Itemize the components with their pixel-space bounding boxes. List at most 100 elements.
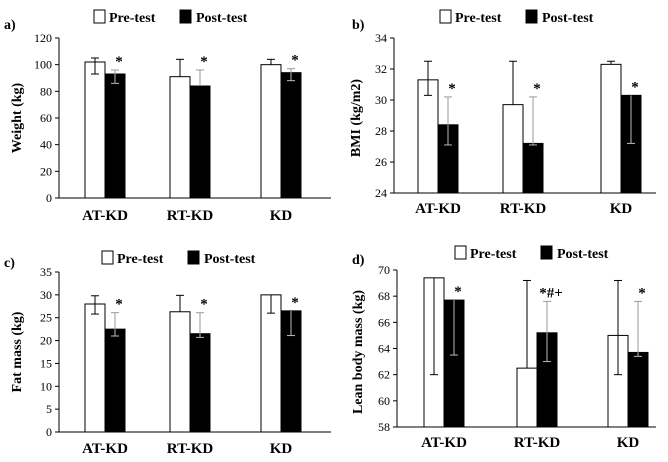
- panel-3-y-tick-label: 15: [40, 356, 52, 370]
- panel-1-label: a): [4, 18, 16, 33]
- panel-4-y-axis-title: Lean body mass (kg): [351, 290, 366, 414]
- panel-1-y-axis-title: Weight (kg): [10, 82, 25, 153]
- panel-1: a) Weight (kg) 0 20 40 60 80 100 120 * * * AT-KD RT-K…: [4, 9, 331, 224]
- panel-1-category-label: AT-KD: [82, 208, 128, 224]
- panel-3-bar-post-test-rt-kd: [189, 333, 211, 433]
- panel-2-category-label: KD: [610, 201, 633, 217]
- panel-3-y-axis-title: Fat mass (kg): [10, 311, 25, 392]
- panel-2-category-label: AT-KD: [415, 201, 461, 217]
- panel-1-bar-post-test-rt-kd: [189, 85, 211, 199]
- panel-1-category-label: KD: [270, 208, 293, 224]
- panel-4-label: d): [352, 253, 365, 268]
- panel-3-label: c): [4, 256, 15, 271]
- legend-swatch-pre-test: [101, 250, 114, 265]
- panel-2-label: b): [352, 18, 365, 33]
- legend-label-post-test: Post-test: [196, 11, 248, 26]
- panel-1-bar-post-test-kd: [280, 72, 302, 199]
- panel-3-significance-marker: *: [200, 297, 208, 313]
- panel-4-category-label: KD: [617, 435, 640, 451]
- panel-1-y-tick-label: 0: [46, 191, 52, 205]
- panel-2-y-tick-label: 24: [375, 186, 387, 200]
- panel-4-significance-marker: *: [454, 284, 462, 300]
- panel-2-significance-marker: *: [631, 79, 639, 95]
- panel-3-y-tick-label: 10: [40, 379, 52, 393]
- panel-4-bar-pre-test-rt-kd: [516, 367, 538, 428]
- panel-1-y-tick-label: 60: [40, 111, 52, 125]
- panel-2-y-tick-label: 28: [375, 124, 387, 138]
- panel-1-significance-marker: *: [200, 54, 208, 70]
- panel-4-significance-marker: *: [638, 285, 646, 301]
- panel-1-y-tick-label: 100: [34, 58, 52, 72]
- panel-2-significance-marker: *: [448, 81, 456, 97]
- legend-label-post-test: Post-test: [204, 252, 256, 267]
- panel-1-category-label: RT-KD: [167, 208, 214, 224]
- legend-swatch-post-test: [540, 245, 553, 260]
- panel-4-y-tick-label: 66: [378, 315, 390, 329]
- legend-swatch-pre-test: [454, 245, 467, 260]
- panel-3-y-tick-label: 35: [40, 265, 52, 279]
- panel-4-y-tick-label: 58: [378, 420, 390, 434]
- panel-2-y-tick-label: 26: [375, 155, 387, 169]
- panel-4-category-label: RT-KD: [514, 435, 561, 451]
- panel-1-y-tick-label: 120: [34, 31, 52, 45]
- panel-4: d) Lean body mass (kg) 58 60 62 64 66 68 70 * *#+ *…: [351, 245, 656, 451]
- panel-4-category-label: AT-KD: [421, 435, 467, 451]
- panel-2-legend: Pre-test Post-test: [439, 9, 594, 26]
- panel-4-y-tick-label: 62: [378, 368, 390, 382]
- legend-label-pre-test: Pre-test: [470, 247, 517, 262]
- panel-4-y-tick-label: 68: [378, 289, 390, 303]
- legend-swatch-post-test: [525, 9, 538, 24]
- panel-3-category-label: KD: [270, 441, 293, 457]
- panel-4-y-tick-label: 64: [378, 342, 390, 356]
- legend-swatch-pre-test: [439, 9, 452, 24]
- legend-swatch-post-test: [187, 250, 200, 265]
- panel-2-y-tick-label: 34: [375, 31, 387, 45]
- panel-2-y-axis-title: BMI (kg/m2): [349, 79, 364, 158]
- panel-2-category-label: RT-KD: [500, 201, 547, 217]
- panel-3-y-tick-label: 0: [46, 425, 52, 439]
- panel-1-y-tick-label: 40: [40, 138, 52, 152]
- legend-label-pre-test: Pre-test: [117, 252, 164, 267]
- panel-3-significance-marker: *: [115, 297, 123, 313]
- panel-3-legend: Pre-test Post-test: [101, 250, 256, 267]
- panel-3-bar-pre-test-kd: [260, 294, 282, 433]
- panel-1-significance-marker: *: [291, 53, 299, 69]
- panel-2-bar-pre-test-rt-kd: [502, 104, 524, 194]
- panel-2-y-tick-label: 30: [375, 93, 387, 107]
- panel-3-y-tick-label: 30: [40, 288, 52, 302]
- panel-3-category-label: RT-KD: [167, 441, 214, 457]
- panel-2-bar-pre-test-at-kd: [417, 79, 439, 194]
- panel-1-y-tick-label: 20: [40, 164, 52, 178]
- panel-3-bar-post-test-at-kd: [104, 328, 126, 433]
- panel-3-y-tick-label: 5: [46, 402, 52, 416]
- panel-4-legend: Pre-test Post-test: [454, 245, 609, 262]
- panel-3-significance-marker: *: [291, 295, 299, 311]
- panel-3-y-tick-label: 25: [40, 311, 52, 325]
- legend-label-pre-test: Pre-test: [455, 11, 502, 26]
- panel-4-bar-post-test-kd: [627, 351, 649, 428]
- legend-label-post-test: Post-test: [557, 247, 609, 262]
- panel-4-y-tick-label: 70: [378, 263, 390, 277]
- panel-1-bar-pre-test-rt-kd: [169, 76, 191, 199]
- panel-3-bar-pre-test-at-kd: [84, 303, 106, 433]
- legend-label-post-test: Post-test: [542, 11, 594, 26]
- panel-1-bar-pre-test-at-kd: [84, 61, 106, 199]
- panel-3: c) Fat mass (kg) 0 5 10 15 20 25 30 35 * * * AT-KD RT-…: [4, 250, 331, 457]
- legend-label-pre-test: Pre-test: [109, 11, 156, 26]
- panel-2-significance-marker: *: [533, 81, 541, 97]
- panel-3-y-tick-label: 20: [40, 334, 52, 348]
- panel-1-bar-pre-test-kd: [260, 64, 282, 199]
- panel-2: b) BMI (kg/m2) 24 26 28 30 32 34 * * * AT-KD RT-KD KD…: [349, 9, 656, 217]
- panel-4-significance-marker: *#+: [539, 285, 563, 301]
- panel-2-y-tick-label: 32: [375, 62, 387, 76]
- panel-1-bar-post-test-at-kd: [104, 73, 126, 199]
- legend-swatch-pre-test: [93, 9, 106, 24]
- legend-swatch-post-test: [179, 9, 192, 24]
- panel-3-category-label: AT-KD: [82, 441, 128, 457]
- panel-1-y-tick-label: 80: [40, 84, 52, 98]
- panel-4-y-tick-label: 60: [378, 394, 390, 408]
- panel-3-bar-pre-test-rt-kd: [169, 311, 191, 433]
- panel-1-significance-marker: *: [115, 54, 123, 70]
- panel-1-legend: Pre-test Post-test: [93, 9, 248, 26]
